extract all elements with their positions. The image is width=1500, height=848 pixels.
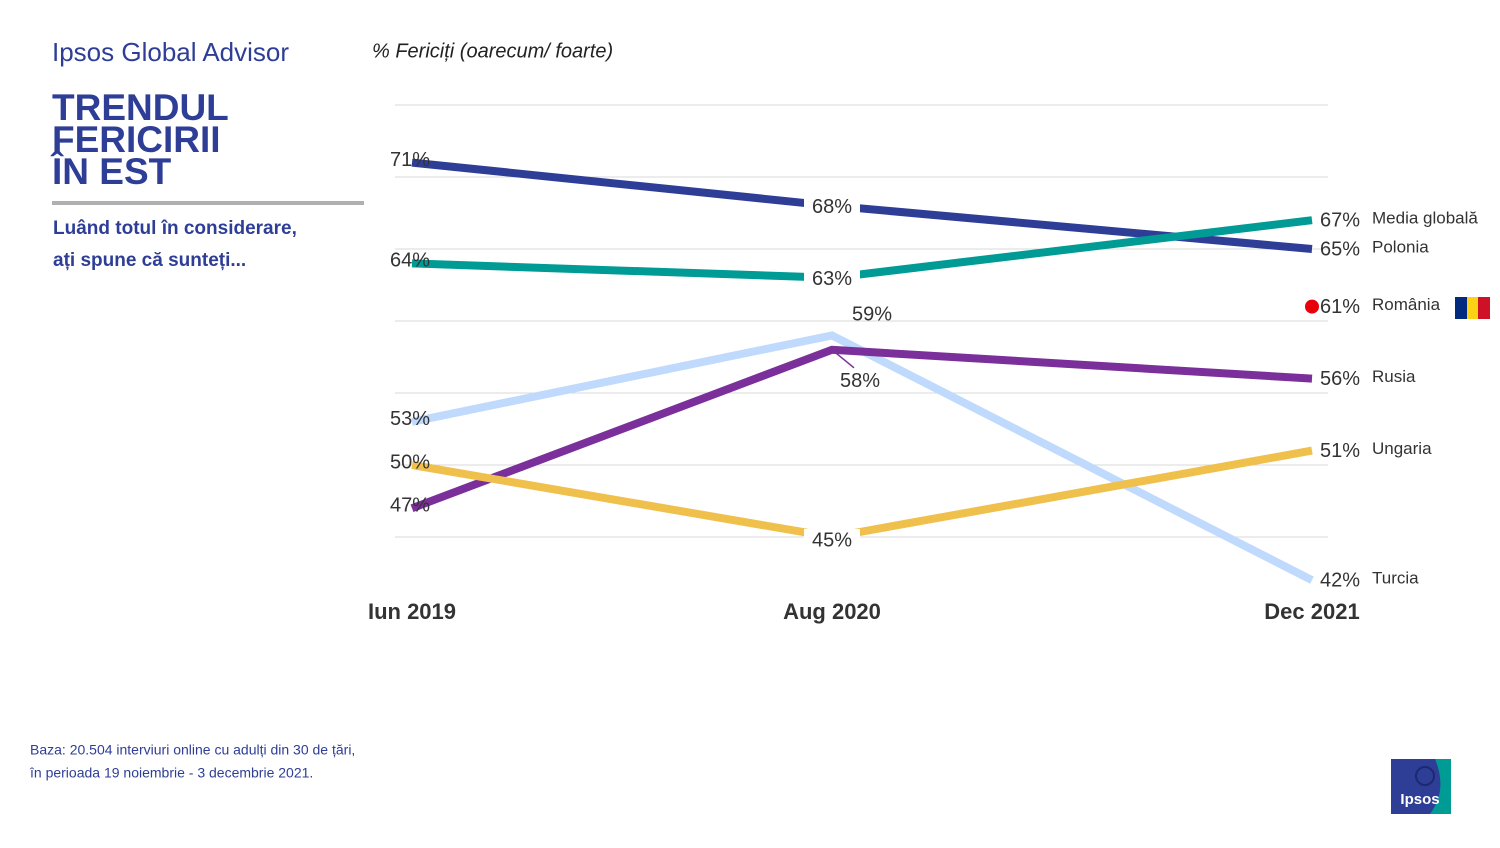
legend-label: Media globală bbox=[1372, 209, 1478, 228]
leader bbox=[831, 349, 855, 369]
title-line: ÎN EST bbox=[50, 150, 172, 192]
legend-label: România bbox=[1372, 295, 1441, 314]
value-label: 67% bbox=[1320, 209, 1360, 231]
value-label: 65% bbox=[1320, 238, 1360, 260]
legend-label: Rusia bbox=[1372, 367, 1416, 386]
legend-label: Ungaria bbox=[1372, 439, 1432, 458]
question: Luând totul în considerare, bbox=[53, 218, 297, 239]
marker bbox=[1305, 299, 1319, 314]
value-label: 42% bbox=[1320, 569, 1360, 591]
value-label: 64% bbox=[390, 250, 430, 272]
value-label: 51% bbox=[1320, 440, 1360, 462]
value-label: 53% bbox=[390, 408, 430, 430]
y-axis-title: % Fericiți (oarecum/ foarte) bbox=[372, 40, 613, 62]
logo-text: Ipsos bbox=[1400, 791, 1439, 808]
x-tick-label: Iun 2019 bbox=[368, 599, 456, 624]
label-bg bbox=[804, 195, 860, 220]
value-label: 45% bbox=[812, 529, 852, 551]
value-label: 47% bbox=[390, 494, 430, 516]
legend-label: Turcia bbox=[1372, 569, 1419, 588]
question: ați spune că sunteți... bbox=[53, 250, 246, 271]
x-tick-label: Aug 2020 bbox=[783, 599, 881, 624]
divider bbox=[52, 201, 364, 205]
value-label: 68% bbox=[812, 196, 852, 218]
legend-label: Polonia bbox=[1372, 237, 1429, 256]
label-bg bbox=[804, 529, 860, 553]
value-label: 63% bbox=[812, 268, 852, 290]
series-line bbox=[411, 446, 1313, 542]
logo: Ipsos bbox=[1391, 759, 1451, 814]
x-tick-label: Dec 2021 bbox=[1264, 599, 1359, 624]
value-label: 61% bbox=[1320, 296, 1360, 318]
value-label: 59% bbox=[852, 304, 892, 326]
brand: Ipsos Global Advisor bbox=[52, 37, 289, 67]
value-label: 50% bbox=[390, 451, 430, 473]
value-label: 71% bbox=[390, 149, 430, 171]
footnote: Baza: 20.504 interviuri online cu adulți… bbox=[30, 742, 355, 758]
footnote: în perioada 19 noiembrie - 3 decembrie 2… bbox=[29, 765, 313, 781]
title-line: FERICIRII bbox=[52, 119, 221, 160]
flag bbox=[1455, 297, 1490, 319]
value-label: 56% bbox=[1320, 368, 1360, 390]
series-line bbox=[411, 331, 1314, 584]
title-line: TRENDUL bbox=[52, 87, 229, 128]
label-bg bbox=[804, 267, 860, 292]
value-label: 58% bbox=[840, 370, 880, 392]
